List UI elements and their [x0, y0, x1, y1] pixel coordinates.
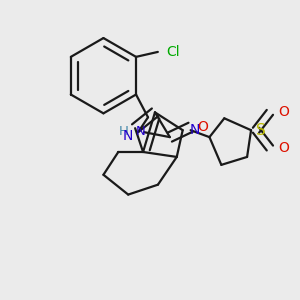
Text: H: H: [118, 125, 128, 138]
Text: N: N: [136, 125, 146, 138]
Text: O: O: [198, 120, 208, 134]
Text: N: N: [123, 129, 134, 143]
Text: S: S: [256, 123, 266, 138]
Text: N: N: [190, 123, 200, 137]
Text: Cl: Cl: [166, 45, 179, 59]
Text: O: O: [278, 141, 289, 155]
Text: O: O: [278, 105, 289, 119]
